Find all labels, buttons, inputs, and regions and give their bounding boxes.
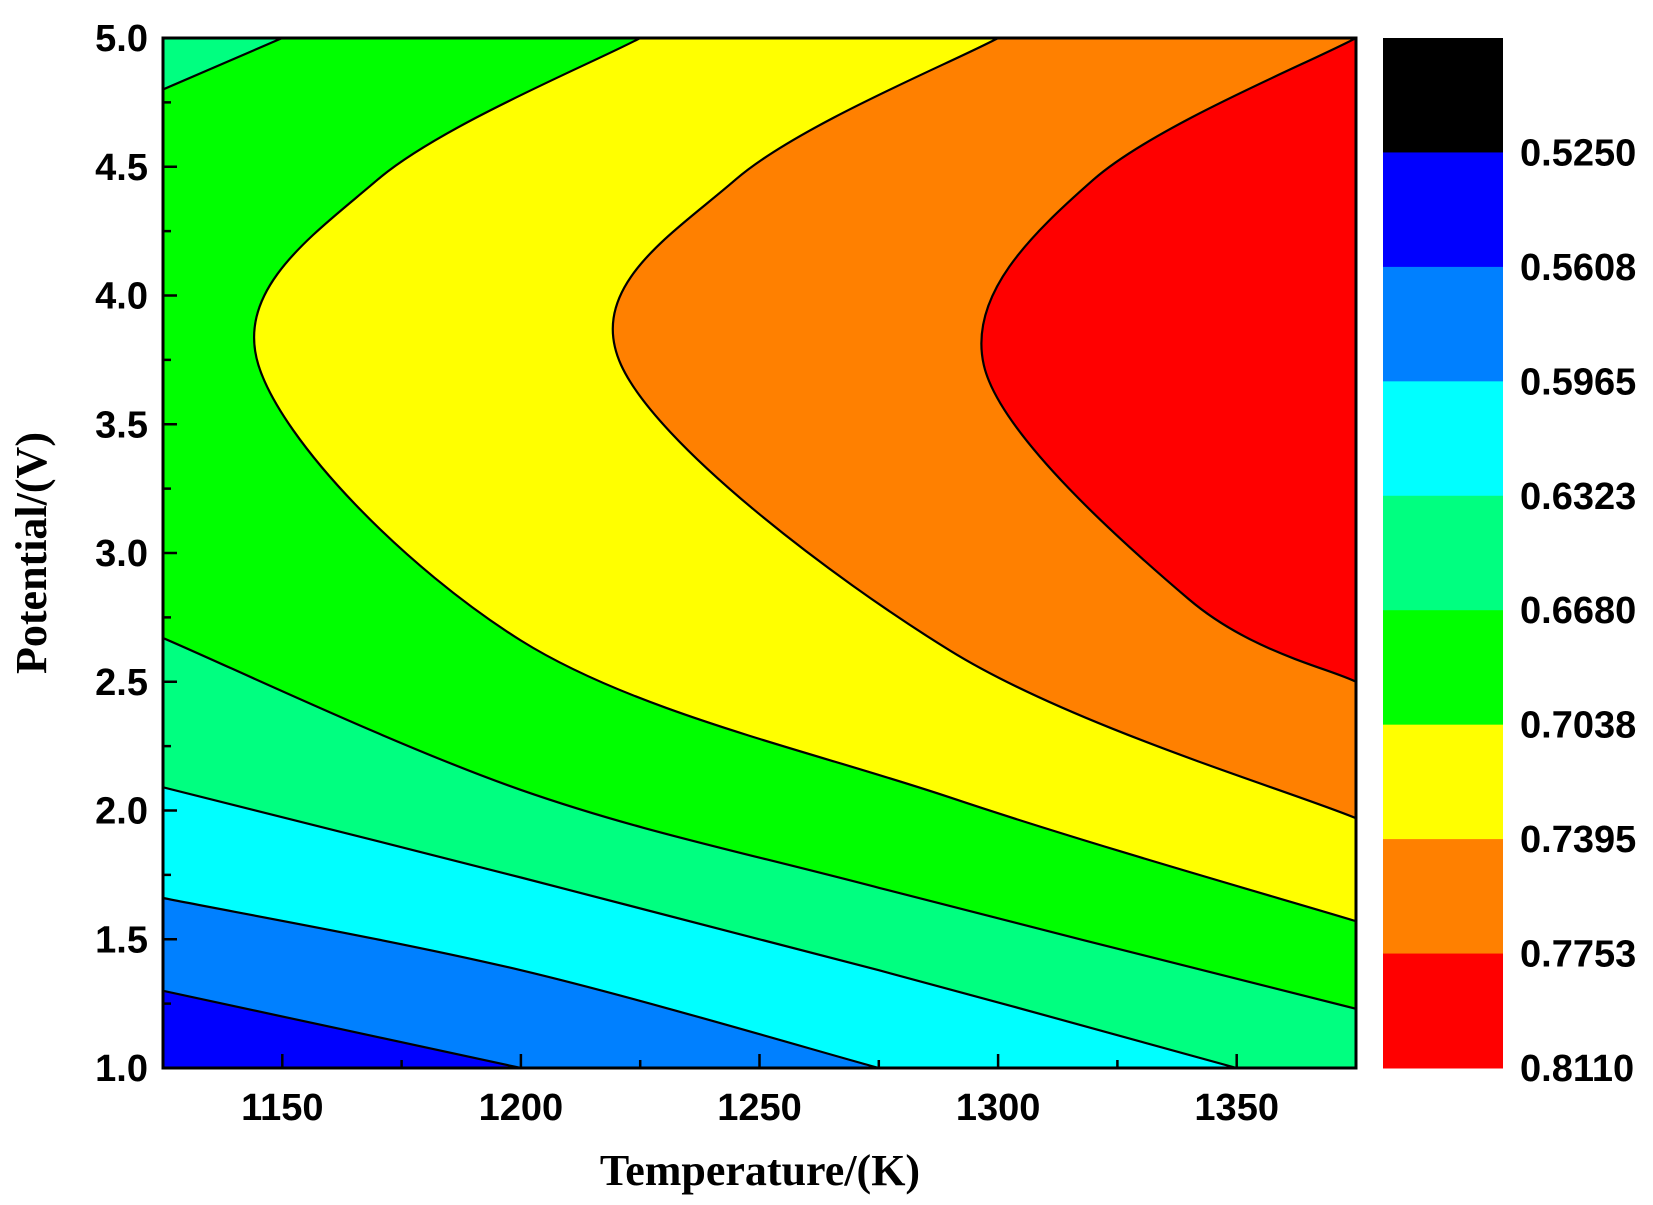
colorbar-label: 0.6680	[1520, 590, 1636, 632]
contour-band-8	[981, 38, 1356, 682]
contour-line-0	[163, 989, 522, 1068]
colorbar-label: 0.8110	[1520, 1048, 1634, 1090]
contour-line-2	[163, 786, 1237, 1068]
colorbar-swatch	[1383, 953, 1503, 1069]
y-tick-label: 4.0	[95, 276, 148, 318]
x-tick-label: 1300	[956, 1087, 1041, 1129]
colorbar: 0.5250 0.5608 0.5965 0.6323 0.6680 0.7038 0.73…	[1383, 38, 1636, 1090]
colorbar-swatch	[1383, 724, 1503, 840]
y-tick-label: 1.5	[95, 919, 148, 961]
contour-line-7	[980, 38, 1356, 683]
contour-line-4	[163, 38, 283, 91]
colorbar-label: 0.5965	[1520, 361, 1636, 403]
x-tick-label: 1250	[717, 1087, 802, 1129]
colorbar-label: 0.6323	[1520, 476, 1636, 518]
x-tick-label: 1200	[479, 1087, 564, 1129]
contour-line-5	[252, 38, 1356, 923]
x-tick-label: 1150	[241, 1087, 323, 1129]
y-tick-label: 1.0	[95, 1048, 148, 1090]
colorbar-swatch	[1383, 839, 1503, 955]
contour-line-6	[611, 38, 1356, 820]
y-tick-label: 2.5	[95, 662, 148, 704]
x-axis-ticks: 1150 1200 1250 1300 1350	[161, 1054, 1358, 1129]
contour-line-3	[163, 636, 1356, 1010]
colorbar-swatch	[1383, 38, 1503, 153]
colorbar-swatch	[1383, 152, 1503, 268]
contour-line-1	[163, 896, 880, 1068]
colorbar-label: 0.7038	[1520, 705, 1636, 747]
colorbar-swatch	[1383, 266, 1503, 382]
colorbar-label: 0.7395	[1520, 819, 1636, 861]
y-tick-label: 3.0	[95, 533, 148, 575]
contour-bands	[163, 38, 1356, 1068]
colorbar-label: 0.7753	[1520, 934, 1636, 976]
y-axis-ticks: 1.0 1.5 2.0 2.5 3.0 3.5 4.0 4.5 5.0	[95, 18, 177, 1090]
colorbar-swatch	[1383, 495, 1503, 611]
colorbar-swatch	[1383, 610, 1503, 726]
y-tick-label: 2.0	[95, 791, 148, 833]
colorbar-label: 0.5250	[1520, 132, 1636, 174]
x-tick-label: 1350	[1194, 1087, 1279, 1129]
x-axis-label: Temperature/(K)	[600, 1146, 920, 1195]
contour-lines	[163, 38, 1356, 1068]
y-tick-label: 3.5	[95, 404, 148, 446]
colorbar-swatch	[1383, 381, 1503, 497]
y-tick-label: 4.5	[95, 147, 148, 189]
y-tick-label: 5.0	[95, 18, 148, 60]
colorbar-label: 0.5608	[1520, 247, 1636, 289]
y-axis-label: Potential/(V)	[7, 432, 56, 674]
